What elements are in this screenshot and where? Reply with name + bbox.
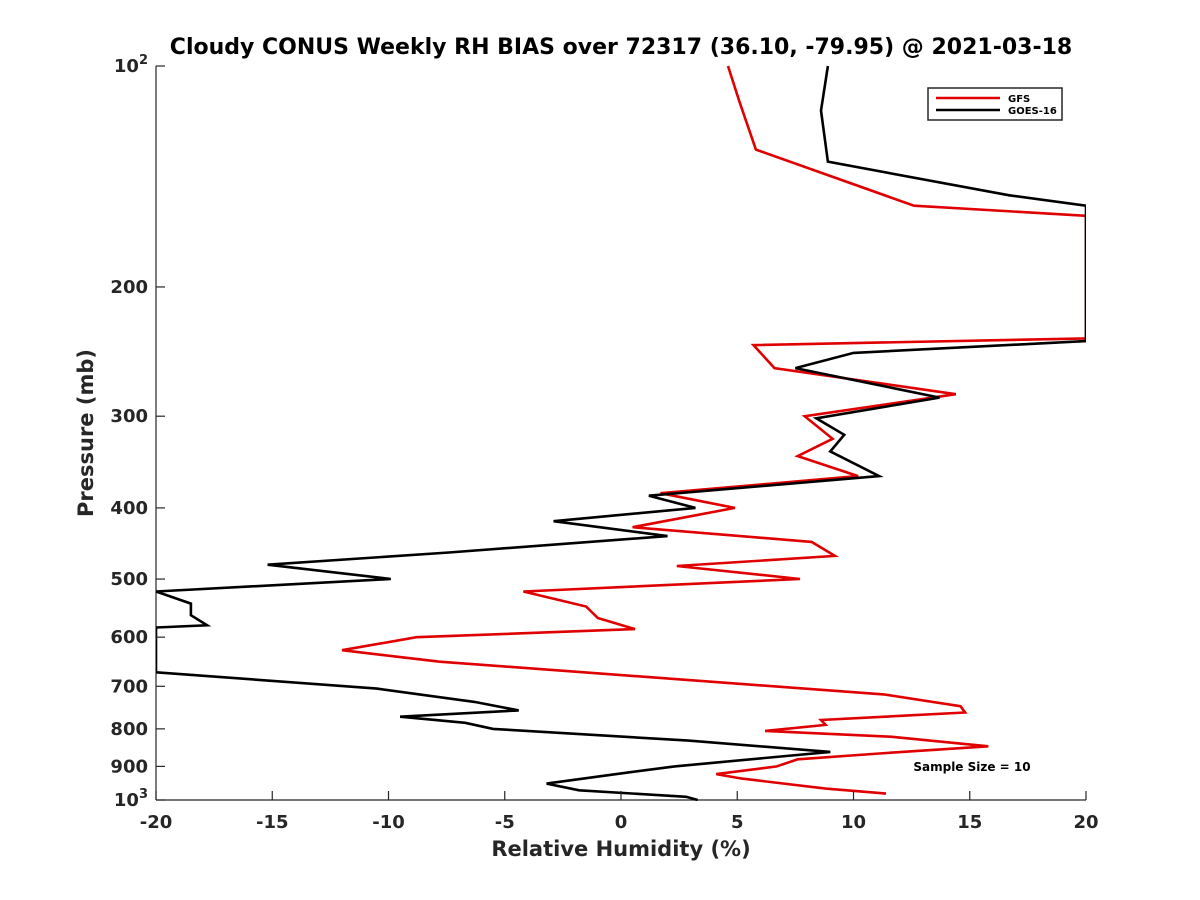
y-axis-label: Pressure (mb)	[74, 349, 98, 517]
y-tick-label: 600	[110, 627, 148, 648]
legend-label: GFS	[1008, 94, 1030, 105]
x-tick-label: 15	[957, 812, 982, 833]
axis-ticks: -20 -15 -10 -5 0 5 10 15 20 102 200 300 400 500 600 700…	[110, 53, 1098, 833]
y-tick-label: 102	[114, 53, 148, 77]
y-tick-label: 900	[110, 756, 148, 777]
x-tick-label: 20	[1073, 812, 1098, 833]
series-line-goes-16	[156, 65, 1086, 801]
x-tick-label: -10	[372, 812, 405, 833]
x-tick-label: 5	[731, 812, 744, 833]
x-axis-label: Relative Humidity (%)	[491, 837, 750, 861]
x-tick-label: -5	[495, 812, 515, 833]
series-line-gfs	[341, 65, 1086, 795]
y-tick-label: 500	[110, 569, 148, 590]
chart-title: Cloudy CONUS Weekly RH BIAS over 72317 (…	[170, 35, 1072, 60]
y-tick-label: 200	[110, 277, 148, 298]
sample-size-annotation: Sample Size = 10	[913, 760, 1030, 774]
legend-box	[927, 87, 1063, 121]
x-tick-label: 10	[841, 812, 866, 833]
x-tick-label: -20	[140, 812, 173, 833]
plot-area	[155, 66, 1086, 801]
y-tick-label: 800	[110, 719, 148, 740]
x-tick-label: -15	[256, 812, 289, 833]
y-tick-label: 103	[114, 787, 148, 811]
series-layer	[156, 65, 1086, 801]
y-tick-label: 400	[110, 498, 148, 519]
y-tick-label: 300	[110, 406, 148, 427]
x-tick-label: 0	[615, 812, 628, 833]
legend-label: GOES-16	[1008, 106, 1057, 117]
y-tick-label: 700	[110, 676, 148, 697]
